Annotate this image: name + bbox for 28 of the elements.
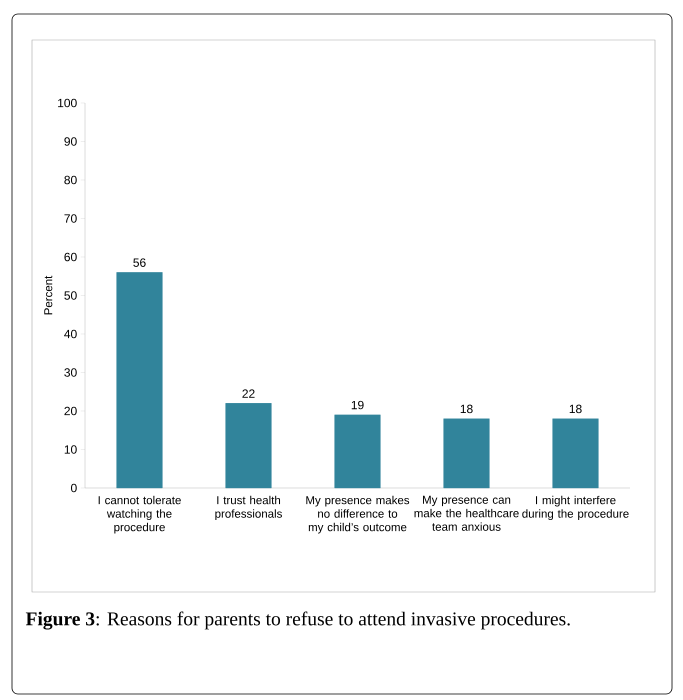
y-tick-label: 80 (64, 176, 77, 184)
y-tick-label: 100 (58, 98, 77, 108)
bar (225, 403, 272, 488)
data-label: 18 (570, 404, 582, 414)
x-tick-label: I trust health professionals (215, 496, 282, 520)
y-tick-label: 10 (64, 445, 77, 454)
text: Figure 3: Reasons for parents to refuse to attend invasive procedures. (26, 612, 570, 630)
bar (552, 418, 599, 488)
x-tick-label: My presence can make the healthcare team anxious (414, 496, 519, 531)
y-tick-label: 20 (64, 406, 77, 416)
y-tick-label: 70 (64, 214, 77, 223)
y-tick-label: 50 (64, 291, 77, 300)
bar (334, 414, 381, 488)
x-tick-label: My presence makes no difference to my child’s outcome (306, 496, 410, 534)
data-label: 56 (133, 258, 146, 267)
y-tick-label: 0 (70, 484, 77, 492)
y-tick-label: 60 (64, 252, 77, 262)
data-label: 19 (352, 400, 364, 410)
y-tick-label: 90 (64, 137, 77, 146)
y-tick-label: 40 (64, 330, 77, 338)
y-tick-label: 30 (64, 368, 77, 377)
data-label: 22 (242, 389, 255, 398)
bar (116, 272, 163, 488)
y-axis-title: Percent (44, 276, 52, 314)
x-tick-label: I cannot tolerate watching the procedure (98, 496, 181, 534)
bar (443, 418, 490, 488)
x-tick-label: I might interfere during the procedure (522, 496, 629, 520)
data-label: 18 (460, 404, 473, 414)
